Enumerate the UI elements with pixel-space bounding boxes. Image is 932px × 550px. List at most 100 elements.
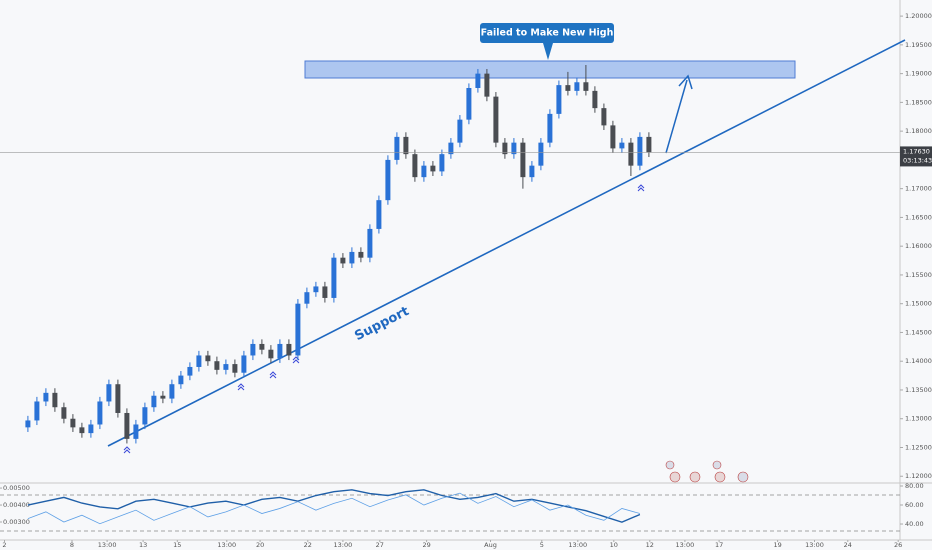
callout-text: Failed to Make New High [481, 28, 614, 39]
y-tick-label: 1.18500 [905, 98, 932, 106]
candle-body [205, 355, 211, 362]
candle-body [43, 392, 49, 402]
candle-body [349, 251, 355, 264]
candle-body [169, 384, 175, 399]
candle-body [25, 420, 31, 428]
event-icon [689, 471, 701, 483]
x-tick-label: 26 [894, 541, 902, 549]
candle-body [277, 343, 283, 359]
candle-body [394, 136, 400, 160]
candle-body [421, 165, 427, 178]
event-icon [665, 460, 675, 470]
chevron [637, 187, 645, 192]
chevron [292, 359, 300, 364]
candle-body [340, 257, 346, 264]
candle-body [412, 154, 418, 178]
candle-body [466, 88, 472, 120]
candle-body [322, 286, 328, 298]
candle-body [610, 125, 616, 149]
candle-body [52, 392, 58, 408]
indicator-y-tick-label: 0.00500 [3, 484, 30, 492]
chevron [269, 371, 277, 376]
candle-body [592, 90, 598, 109]
resistance-zone [304, 60, 796, 79]
x-tick-label: 13:00 [98, 541, 117, 549]
y-tick-label: 1.16000 [905, 242, 932, 250]
last-price-label: 1.17630 [903, 147, 930, 155]
x-tick-label: 13:00 [568, 541, 587, 549]
x-tick-label: 2 [2, 541, 6, 549]
y-tick-label: 1.20000 [905, 12, 932, 20]
arrow-head [678, 74, 693, 90]
x-tick-label: 20 [256, 541, 264, 549]
candle-body [133, 424, 139, 439]
candle-body [331, 257, 337, 298]
candle-body [619, 142, 625, 149]
candle-body [601, 108, 607, 126]
candle-body [556, 85, 562, 114]
y-tick-label: 1.14500 [905, 328, 932, 336]
candle-body [34, 401, 40, 421]
callout: Failed to Make New High [480, 23, 614, 60]
x-tick-label: 10 [610, 541, 618, 549]
candle-body [250, 343, 256, 356]
y-tick-label: 1.14000 [905, 357, 932, 365]
candle-body [241, 355, 247, 373]
candle-body [511, 142, 517, 155]
candle-body [223, 364, 229, 370]
y-tick-label: 1.18000 [905, 127, 932, 135]
y-tick-label: 1.17000 [905, 185, 932, 193]
candle-body [583, 82, 589, 91]
callout-pointer [543, 43, 553, 60]
candle-body [259, 343, 265, 350]
x-tick-label: 12 [646, 541, 654, 549]
indicator-line [27, 489, 641, 523]
candle-body [61, 407, 67, 419]
x-tick-label: 17 [715, 541, 723, 549]
x-tick-label: Aug [484, 541, 497, 549]
chevron [237, 386, 245, 391]
x-tick-label: 29 [422, 541, 430, 549]
candle-body [70, 418, 76, 428]
indicator-y2-tick-label: 60.00 [905, 501, 924, 509]
candle-body [547, 113, 553, 143]
chevron [123, 449, 131, 454]
candle-body [142, 407, 148, 425]
x-tick-label: 13:00 [805, 541, 824, 549]
candle-body [124, 412, 130, 439]
x-tick-label: 19 [773, 541, 781, 549]
candle-body [520, 142, 526, 178]
candle-body [493, 96, 499, 143]
x-tick-label: 24 [844, 541, 852, 549]
candle-body [88, 424, 94, 434]
candle-body [214, 361, 220, 370]
chevron [269, 374, 277, 379]
x-tick-label: 27 [376, 541, 384, 549]
candle-body [430, 165, 436, 172]
candle-body [529, 165, 535, 178]
x-tick-label: 13:00 [676, 541, 695, 549]
event-icon [737, 471, 749, 483]
callout-box [480, 23, 614, 43]
x-tick-label: 13 [139, 541, 147, 549]
y-tick-label: 1.19500 [905, 41, 932, 49]
candle-body [106, 384, 112, 402]
x-tick-label: 8 [70, 541, 74, 549]
candle-body [439, 154, 445, 172]
event-icon [712, 460, 722, 470]
y-tick-label: 1.15500 [905, 271, 932, 279]
candle-body [286, 343, 292, 356]
candle-body [574, 82, 580, 91]
candle-body [304, 292, 310, 304]
candle-body [196, 355, 202, 367]
candle-body [538, 142, 544, 166]
candle-body [403, 136, 409, 155]
candle-body [187, 366, 193, 376]
event-icon [669, 471, 681, 483]
indicator-line [27, 492, 641, 525]
candle-body [385, 159, 391, 201]
chevron [123, 446, 131, 451]
candle-body [151, 395, 157, 408]
y-tick-label: 1.13500 [905, 386, 932, 394]
candle-body [268, 349, 274, 359]
